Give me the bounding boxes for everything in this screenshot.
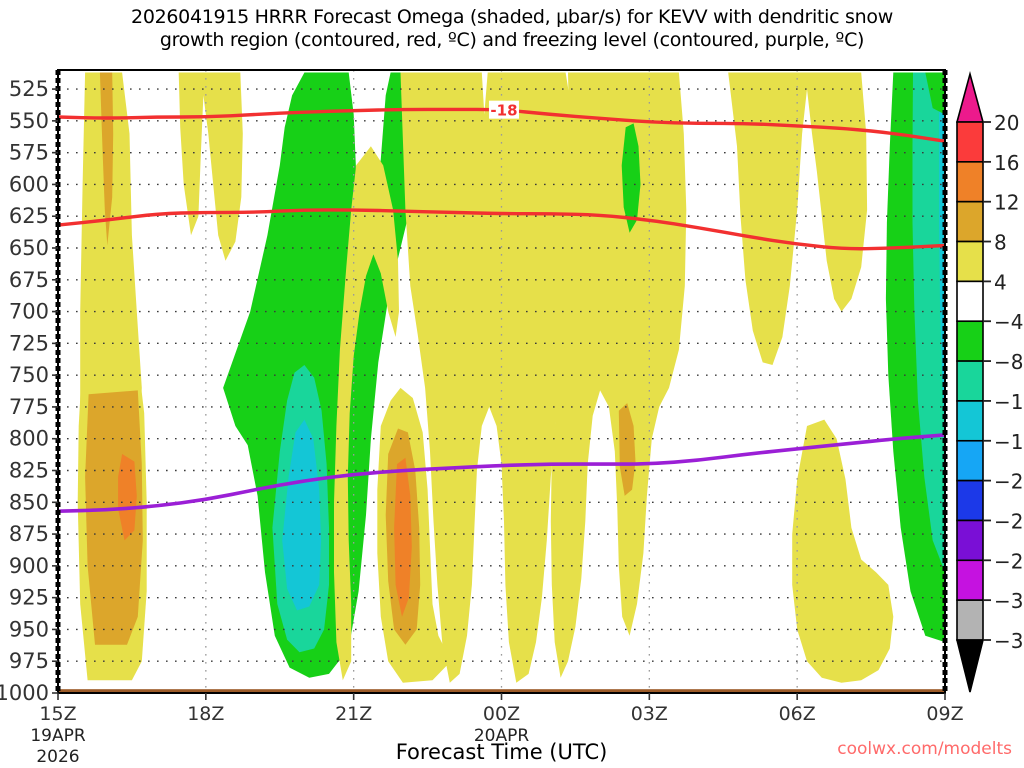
- colorbar-band: [956, 280, 984, 323]
- colorbar-tick-label: −20: [994, 470, 1024, 494]
- colorbar-band: [956, 599, 984, 641]
- colorbar-tick-label: −36: [994, 629, 1024, 653]
- contours: -18: [58, 100, 945, 513]
- omega-region: [728, 72, 868, 365]
- colorbar-tick-label: −8: [994, 350, 1023, 374]
- colorbar-over-arrow: [955, 70, 985, 123]
- colorbar-tick-label: −32: [994, 589, 1024, 613]
- y-tick-label: 825: [9, 459, 49, 483]
- colorbar-tick-label: −16: [994, 430, 1024, 454]
- colorbar-band: [956, 559, 984, 601]
- y-tick-label: 750: [9, 363, 49, 387]
- x-tick-label: 09Z: [926, 703, 963, 725]
- colorbar-band: [956, 200, 984, 243]
- omega-region: [394, 457, 412, 617]
- omega-region: [618, 403, 636, 496]
- y-tick-label: 550: [9, 109, 49, 133]
- colorbar-band: [956, 320, 984, 362]
- y-tick-label: 800: [9, 427, 49, 451]
- y-tick-label: 950: [9, 617, 49, 641]
- y-tick-label: 925: [9, 586, 49, 610]
- x-date-label: 2026: [36, 747, 79, 767]
- watermark: coolwx.com/modelts: [837, 739, 1012, 759]
- colorbar-tick-label: −4: [994, 310, 1023, 334]
- colorbar-band: [956, 121, 984, 163]
- terrain-strip: [58, 689, 945, 693]
- y-tick-label: 650: [9, 236, 49, 260]
- y-tick-label: 850: [9, 490, 49, 514]
- dendritic-contour-upper: [58, 107, 945, 143]
- colorbar-band: [956, 439, 984, 482]
- grid: [58, 70, 945, 693]
- y-tick-label: 875: [9, 522, 49, 546]
- omega-region: [85, 390, 143, 645]
- omega-region: [118, 454, 137, 541]
- x-date-label: 19APR: [30, 726, 86, 746]
- y-tick-label: 575: [9, 141, 49, 165]
- colorbar-band: [956, 479, 984, 522]
- y-tick-label: 1000: [0, 681, 49, 705]
- y-tick-label: 700: [9, 300, 49, 324]
- y-tick-label: 625: [9, 204, 49, 228]
- omega-region: [621, 123, 641, 233]
- omega-region: [912, 72, 945, 573]
- colorbar-band: [956, 360, 984, 402]
- y-tick-label: 725: [9, 331, 49, 355]
- colorbar-tick-label: −12: [994, 390, 1024, 414]
- colorbar-tick-label: 12: [994, 191, 1019, 215]
- y-tick-label: 975: [9, 649, 49, 673]
- x-axis-title: Forecast Time (UTC): [396, 740, 608, 764]
- y-tick-label: 525: [9, 77, 49, 101]
- omega-region: [939, 72, 945, 439]
- freezing-level-contour: [58, 433, 945, 513]
- x-tick-label: 06Z: [779, 703, 816, 725]
- colorbar-band: [956, 400, 984, 442]
- omega-shading: [77, 72, 945, 683]
- colorbar-tick-label: 8: [994, 231, 1007, 255]
- colorbar-tick-label: −24: [994, 509, 1024, 533]
- colorbar: 20 16 12 8 4 −4 −8 −12 −16 −20 −24 −28 −32 −36: [955, 70, 1024, 693]
- omega-region: [400, 72, 586, 683]
- x-date-label: 20APR: [474, 726, 530, 746]
- colorbar-band: [956, 519, 984, 562]
- colorbar-tick-label: −28: [994, 549, 1024, 573]
- colorbar-tick-label: 16: [994, 151, 1019, 175]
- dendritic-contour-label: -18: [490, 102, 517, 120]
- omega-region: [99, 72, 114, 246]
- omega-region: [223, 72, 421, 678]
- omega-region: [282, 419, 322, 611]
- x-tick-label: 15Z: [39, 703, 76, 725]
- colorbar-band: [956, 240, 984, 283]
- x-tick-label: 18Z: [187, 703, 224, 725]
- title-line-1: 2026041915 HRRR Forecast Omega (shaded, …: [131, 6, 893, 28]
- x-tick-label: 21Z: [335, 703, 372, 725]
- x-tick-label: 00Z: [483, 703, 520, 725]
- y-tick-label: 775: [9, 395, 49, 419]
- y-tick-label: 675: [9, 268, 49, 292]
- contour-label-backdrop: [488, 100, 519, 119]
- omega-region: [925, 72, 945, 115]
- title-line-2: growth region (contoured, red, ºC) and f…: [159, 29, 865, 51]
- omega-region: [550, 72, 687, 678]
- colorbar-tick-label: 4: [994, 270, 1007, 294]
- x-tick-label: 03Z: [631, 703, 668, 725]
- dendritic-contour-lower: [58, 208, 945, 251]
- chart-title: 2026041915 HRRR Forecast Omega (shaded, …: [0, 6, 1024, 52]
- colorbar-tick-label: 20: [994, 111, 1019, 135]
- y-tick-label: 600: [9, 172, 49, 196]
- y-tick-label: 900: [9, 554, 49, 578]
- colorbar-band: [956, 161, 984, 203]
- omega-region: [792, 419, 894, 683]
- colorbar-under-arrow: [955, 639, 985, 693]
